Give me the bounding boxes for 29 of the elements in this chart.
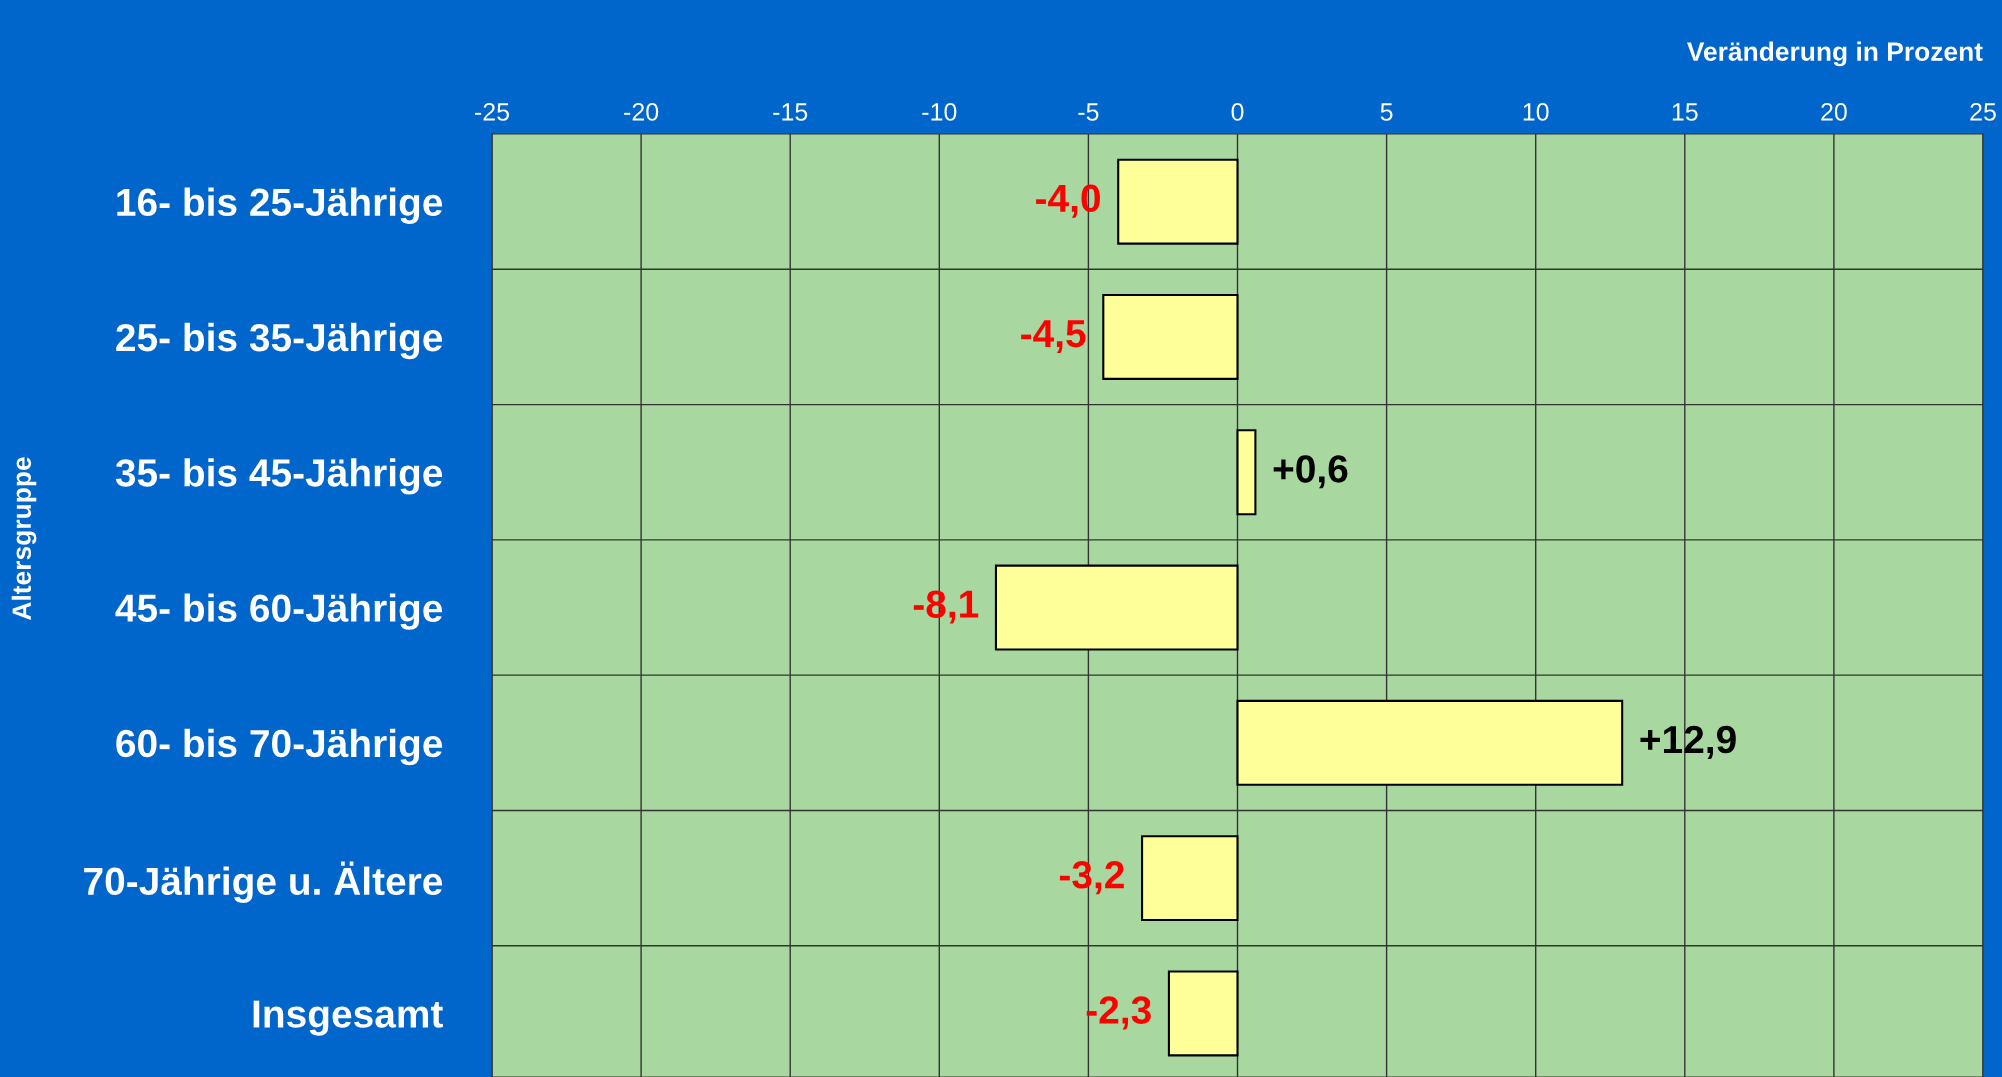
x-tick-label: 10 [1523,103,1549,121]
bar [1117,158,1239,245]
x-axis-title: Veränderung in Prozent [1687,41,1983,67]
y-tick-label: 16- bis 25-Jährige [117,187,443,224]
x-tick-label: -20 [624,103,659,121]
y-tick-label: 70-Jährige u. Ältere [84,861,443,903]
y-tick-label: 60- bis 70-Jährige [116,728,443,766]
y-tick-label: 45- bis 60-Jährige [115,593,443,630]
x-tick-label: 25 [1970,103,1996,121]
bar [1236,699,1624,786]
bar [1167,970,1239,1057]
bar [994,564,1239,651]
y-tick-label: 25- bis 35-Jährige [116,322,443,360]
x-tick-label: 5 [1380,103,1393,121]
bar [1102,293,1239,380]
data-label: -4,5 [1021,320,1086,354]
bar [1236,429,1257,516]
x-tick-label: -15 [773,103,808,121]
bar [1141,835,1239,922]
y-axis-title: Altersgruppe [11,457,37,620]
data-label: +0,6 [1273,455,1348,489]
y-tick-label: 35- bis 45-Jährige [115,458,443,495]
x-tick-label: -25 [475,103,510,121]
x-tick-label: -10 [922,103,957,121]
x-tick-label: 20 [1821,103,1847,121]
x-tick-label: -5 [1078,103,1099,121]
x-tick-label: 0 [1231,103,1244,121]
x-tick-label: 15 [1672,103,1698,121]
y-tick-label: Insgesamt [253,1000,443,1036]
